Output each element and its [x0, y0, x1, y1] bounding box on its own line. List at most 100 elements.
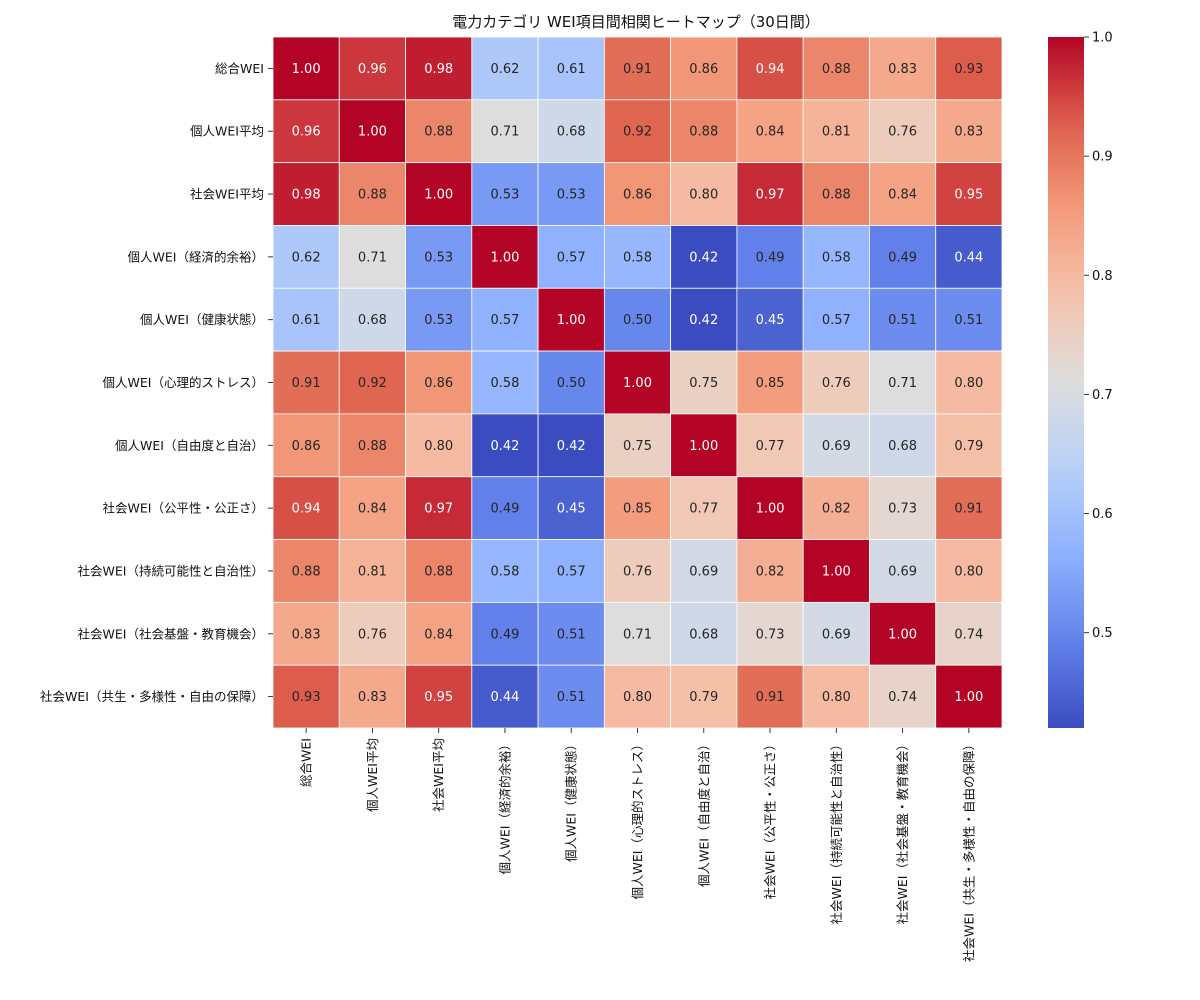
heatmap-cell: [272, 413, 340, 478]
cell-value-label: 0.76: [822, 376, 851, 391]
cell-value-label: 0.97: [424, 502, 453, 517]
heatmap-cell: [802, 539, 870, 603]
heatmap-cell: [802, 287, 870, 352]
heatmap-cell: [603, 350, 672, 415]
heatmap-cell: [272, 601, 340, 666]
heatmap-cell: [272, 664, 340, 729]
heatmap-cell: [736, 664, 804, 729]
cell-value-label: 0.45: [756, 313, 785, 328]
cell-value-label: 0.51: [557, 690, 586, 705]
heatmap-cell: [802, 601, 870, 666]
chart-title: 電力カテゴリ WEI項目間相関ヒートマップ（30日間）: [452, 13, 820, 31]
heatmap-cell: [736, 99, 804, 164]
heatmap-cell: [935, 476, 1003, 540]
heatmap-cell: [802, 413, 870, 478]
heatmap-cell: [338, 287, 406, 352]
cell-value-label: 0.53: [557, 188, 586, 203]
heatmap-cell: [405, 287, 473, 352]
heatmap-cell: [338, 476, 406, 540]
heatmap-cell: [603, 162, 672, 226]
heatmap-cell: [935, 36, 1003, 101]
cell-value-label: 0.42: [490, 439, 519, 454]
x-tick-label: 社会WEI（持続可能性と自治性）: [829, 738, 844, 924]
heatmap-cell: [537, 225, 605, 289]
x-tick-label: 総合WEI: [299, 738, 314, 787]
cell-value-label: 0.83: [358, 690, 387, 705]
cell-value-label: 0.94: [292, 502, 321, 517]
cell-value-label: 0.58: [623, 250, 652, 265]
heatmap-cell: [603, 287, 672, 352]
y-tick-label: 社会WEI（社会基盤・教育機会）: [78, 626, 264, 641]
cell-value-label: 0.80: [954, 564, 983, 579]
cell-value-label: 0.80: [822, 690, 851, 705]
heatmap-cell: [670, 413, 738, 478]
cell-value-label: 0.88: [424, 564, 453, 579]
heatmap-cell: [603, 36, 672, 101]
cell-value-label: 0.80: [623, 690, 652, 705]
cell-value-label: 0.91: [756, 690, 785, 705]
cell-value-label: 0.86: [292, 439, 321, 454]
cell-value-label: 0.98: [292, 188, 321, 203]
cell-value-label: 0.85: [623, 502, 652, 517]
heatmap-cell: [802, 664, 870, 729]
heatmap-cell: [338, 664, 406, 729]
cell-value-label: 0.83: [292, 627, 321, 642]
x-tick-label: 社会WEI（公平性・公正さ）: [763, 738, 778, 899]
cell-value-label: 0.82: [756, 564, 785, 579]
cell-value-label: 0.68: [689, 627, 718, 642]
cell-value-label: 1.00: [623, 376, 652, 391]
cell-value-label: 0.88: [822, 188, 851, 203]
heatmap-cell: [935, 225, 1003, 289]
cell-value-label: 0.88: [292, 564, 321, 579]
heatmap-cell: [272, 287, 340, 352]
x-tick-label: 個人WEI（健康状態）: [564, 738, 579, 862]
cell-value-label: 0.42: [689, 250, 718, 265]
cell-value-label: 0.50: [623, 313, 652, 328]
cell-value-label: 0.71: [888, 376, 917, 391]
cell-value-label: 1.00: [424, 188, 453, 203]
heatmap-cell: [869, 287, 937, 352]
cell-value-label: 1.00: [888, 627, 917, 642]
heatmap-cell: [338, 413, 406, 478]
heatmap-cell: [272, 36, 340, 101]
heatmap-cell: [670, 476, 738, 540]
cell-value-label: 0.53: [424, 250, 453, 265]
heatmap-cell: [736, 539, 804, 603]
heatmap-cell: [537, 99, 605, 164]
cell-value-label: 0.86: [424, 376, 453, 391]
heatmap-cell: [670, 539, 738, 603]
heatmap-cell: [736, 476, 804, 540]
cell-value-label: 0.80: [424, 439, 453, 454]
cell-value-label: 0.91: [292, 376, 321, 391]
cell-value-label: 0.97: [756, 188, 785, 203]
cell-value-label: 0.84: [424, 627, 453, 642]
heatmap-cell: [338, 99, 406, 164]
cell-value-label: 1.00: [358, 125, 387, 140]
heatmap-cell: [670, 99, 738, 164]
cell-value-label: 0.68: [557, 125, 586, 140]
heatmap-cell: [603, 601, 672, 666]
heatmap-cell: [405, 601, 473, 666]
cell-value-label: 0.96: [358, 62, 387, 77]
cell-value-label: 0.98: [424, 62, 453, 77]
heatmap-cell: [736, 36, 804, 101]
heatmap-cell: [603, 539, 672, 603]
cell-value-label: 0.86: [623, 188, 652, 203]
y-tick-label: 社会WEI（共生・多様性・自由の保障）: [40, 689, 264, 704]
heatmap-cell: [471, 413, 539, 478]
cell-value-label: 0.81: [822, 125, 851, 140]
colorbar-tick-label: 0.9: [1092, 150, 1113, 165]
cell-value-label: 0.61: [292, 313, 321, 328]
cell-value-label: 0.86: [689, 62, 718, 77]
cell-value-label: 0.74: [954, 627, 983, 642]
cell-value-label: 0.71: [358, 250, 387, 265]
cell-value-label: 0.71: [490, 125, 519, 140]
cell-value-label: 0.84: [358, 502, 387, 517]
cell-value-label: 0.73: [756, 627, 785, 642]
heatmap-cell: [537, 664, 605, 729]
cell-value-label: 0.62: [292, 250, 321, 265]
cell-value-label: 0.95: [424, 690, 453, 705]
cell-value-label: 0.51: [888, 313, 917, 328]
cell-value-label: 0.75: [623, 439, 652, 454]
cell-value-label: 0.80: [954, 376, 983, 391]
